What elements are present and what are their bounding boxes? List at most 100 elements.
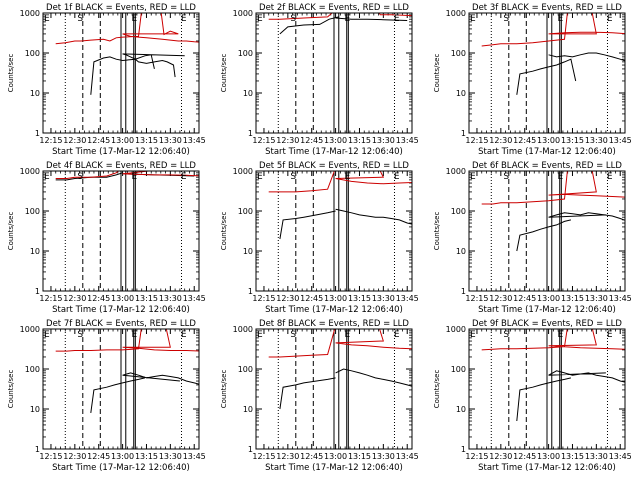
marker-letter: E (558, 14, 564, 24)
y-axis-label: Counts/sec (7, 212, 15, 251)
x-axis-label: Start Time (17-Mar-12 12:06:40) (52, 305, 190, 315)
y-tick-label: 10 (456, 89, 466, 98)
x-tick-label: 12:30 (276, 452, 299, 461)
panel-8: Det 8f BLACK = Events, RED = LLD Counts/s… (220, 319, 419, 473)
plot-frame (468, 328, 626, 450)
panel-5: Det 5f BLACK = Events, RED = LLD Counts/s… (220, 161, 419, 315)
y-tick-label: 1000 (233, 167, 253, 176)
x-tick-label: 13:30 (372, 294, 395, 303)
y-tick-label: 10 (30, 247, 40, 256)
y-tick-label: 1 (248, 129, 253, 138)
y-tick-label: 100 (25, 365, 40, 374)
x-tick-label: 13:45 (183, 294, 206, 303)
y-tick-label: 1000 (233, 325, 253, 334)
x-tick-label: 12:15 (465, 452, 488, 461)
marker-letter: E (257, 172, 263, 182)
y-axis-label: Counts/sec (7, 54, 15, 93)
y-axis-label: Counts/sec (433, 370, 441, 409)
y-tick-label: 100 (238, 207, 253, 216)
marker-letter: S (290, 14, 296, 24)
x-tick-label: 12:30 (63, 294, 86, 303)
x-tick-label: 13:00 (111, 294, 134, 303)
marker-letter: E (181, 172, 187, 182)
marker-letter: E (345, 172, 351, 182)
x-tick-label: 13:00 (324, 136, 347, 145)
x-tick-label: 13:45 (396, 136, 419, 145)
panel-title: Det 1f BLACK = Events, RED = LLD (46, 3, 196, 13)
panel-title: Det 3f BLACK = Events, RED = LLD (472, 3, 622, 13)
y-tick-label: 1 (248, 445, 253, 454)
marker-letter: E (44, 14, 50, 24)
y-tick-label: 1000 (233, 9, 253, 18)
marker-letter: S (77, 330, 83, 340)
x-tick-label: 13:00 (537, 136, 560, 145)
x-tick-label: 12:45 (87, 452, 110, 461)
x-tick-label: 12:30 (63, 452, 86, 461)
x-tick-label: 12:15 (39, 452, 62, 461)
y-tick-label: 100 (238, 365, 253, 374)
marker-letter: E (607, 172, 613, 182)
x-tick-label: 13:15 (135, 452, 158, 461)
y-tick-label: 10 (456, 405, 466, 414)
x-axis-label: Start Time (17-Mar-12 12:06:40) (265, 147, 403, 157)
marker-letter: E (181, 330, 187, 340)
series-events-line (516, 52, 625, 95)
series-lld-line (268, 329, 412, 358)
x-tick-label: 12:15 (252, 452, 275, 461)
x-tick-label: 13:00 (111, 452, 134, 461)
x-tick-label: 13:15 (348, 452, 371, 461)
x-tick-label: 13:00 (537, 294, 560, 303)
x-tick-label: 13:15 (561, 452, 584, 461)
x-tick-label: 13:15 (348, 294, 371, 303)
x-tick-label: 13:45 (609, 136, 632, 145)
plot-frame (42, 328, 200, 450)
x-tick-label: 13:00 (111, 136, 134, 145)
marker-letter: E (257, 330, 263, 340)
marker-letter: S (503, 14, 509, 24)
x-tick-label: 12:15 (39, 136, 62, 145)
marker-letter: E (470, 172, 476, 182)
marker-letter: E (394, 172, 400, 182)
x-tick-label: 12:30 (489, 452, 512, 461)
panel-4: Det 4f BLACK = Events, RED = LLD Counts/s… (7, 161, 206, 315)
y-tick-label: 1 (248, 287, 253, 296)
x-tick-label: 13:45 (183, 136, 206, 145)
x-tick-label: 13:15 (348, 136, 371, 145)
y-tick-label: 10 (30, 89, 40, 98)
marker-letter: E (607, 14, 613, 24)
y-axis-label: Counts/sec (7, 370, 15, 409)
y-tick-label: 1 (35, 445, 40, 454)
x-axis-label: Start Time (17-Mar-12 12:06:40) (478, 147, 616, 157)
series-lld-line (481, 329, 625, 351)
x-tick-label: 13:45 (396, 452, 419, 461)
marker-letter: E (132, 172, 138, 182)
marker-letter: E (257, 14, 263, 24)
x-tick-label: 13:30 (159, 294, 182, 303)
panel-title: Det 8f BLACK = Events, RED = LLD (259, 319, 409, 329)
series-lld-line (481, 13, 625, 47)
marker-letter: E (44, 172, 50, 182)
x-tick-label: 13:00 (537, 452, 560, 461)
y-tick-label: 100 (451, 207, 466, 216)
marker-letter: E (132, 14, 138, 24)
series-lld-line (268, 13, 412, 20)
y-tick-label: 1000 (20, 167, 40, 176)
x-tick-label: 12:15 (465, 136, 488, 145)
marker-letter: E (607, 330, 613, 340)
y-tick-label: 10 (456, 247, 466, 256)
panel-title: Det 4f BLACK = Events, RED = LLD (46, 161, 196, 171)
x-tick-label: 13:30 (159, 452, 182, 461)
panel-title: Det 7f BLACK = Events, RED = LLD (46, 319, 196, 329)
x-tick-label: 13:45 (396, 294, 419, 303)
x-tick-label: 12:45 (87, 294, 110, 303)
series-lld-line (481, 171, 625, 205)
x-tick-label: 12:30 (63, 136, 86, 145)
panel-title: Det 9f BLACK = Events, RED = LLD (472, 319, 622, 329)
x-tick-label: 13:30 (372, 452, 395, 461)
panel-2: Det 2f BLACK = Events, RED = LLD Counts/s… (220, 3, 419, 157)
x-tick-label: 12:45 (513, 136, 536, 145)
y-tick-label: 10 (30, 405, 40, 414)
series-lld-line (55, 171, 199, 179)
marker-letter: E (394, 14, 400, 24)
marker-letter: E (470, 14, 476, 24)
